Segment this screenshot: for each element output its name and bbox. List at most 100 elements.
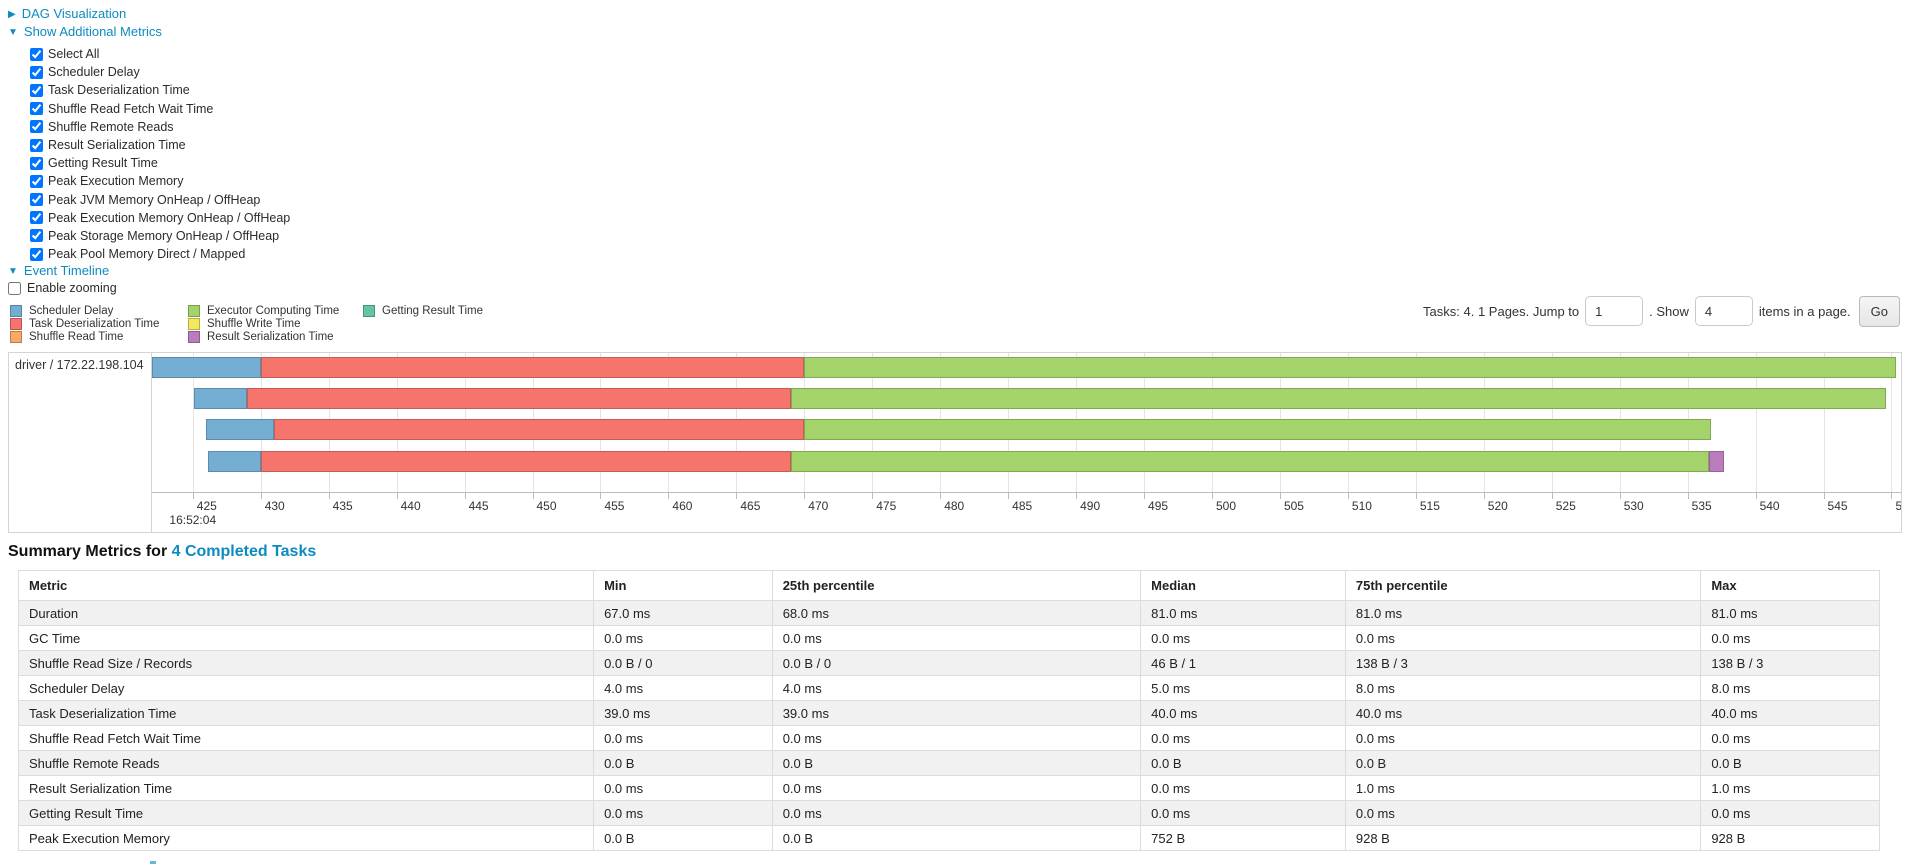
chevron-down-icon: ▼ bbox=[8, 266, 18, 277]
table-cell: 0.0 ms bbox=[1140, 775, 1346, 801]
table-row: Duration 67.0 ms 68.0 ms 81.0 ms 81.0 ms 81.0… bbox=[17, 600, 1880, 626]
axis-time-label: 16:52:04 bbox=[169, 513, 217, 527]
axis-tick bbox=[1687, 493, 1689, 499]
table-cell: 0.0 B bbox=[1700, 750, 1880, 776]
task-bar-segment-task-deserialization[interactable] bbox=[260, 357, 805, 378]
chevron-right-icon: ▶ bbox=[8, 9, 16, 20]
timeline-plot-area bbox=[152, 353, 1901, 492]
axis-tick bbox=[260, 493, 262, 499]
table-cell: 39.0 ms bbox=[771, 700, 1142, 726]
axis-tick-label: 445 bbox=[468, 499, 489, 513]
task-bar-segment-task-deserialization[interactable] bbox=[247, 388, 791, 409]
metric-checkbox-item: Peak Storage Memory OnHeap / OffHeap bbox=[30, 227, 290, 245]
event-timeline-toggle[interactable]: ▼ Event Timeline bbox=[8, 263, 109, 278]
metric-checkbox[interactable] bbox=[30, 247, 43, 261]
dag-visualization-toggle[interactable]: ▶ DAG Visualization bbox=[8, 6, 126, 21]
go-button[interactable]: Go bbox=[1858, 295, 1900, 327]
table-cell: Task Deserialization Time bbox=[17, 700, 595, 726]
enable-zooming-checkbox[interactable] bbox=[8, 281, 21, 295]
task-bar-segment-executor-computing[interactable] bbox=[804, 419, 1711, 440]
table-cell: 928 B bbox=[1344, 825, 1702, 851]
axis-tick-label: 500 bbox=[1216, 499, 1237, 513]
table-row: Shuffle Read Size / Records 0.0 B / 0 0.0 … bbox=[17, 650, 1880, 676]
metric-checkbox-label: Peak Execution Memory bbox=[48, 174, 184, 189]
additional-metrics-checkbox-list: Select All Scheduler Delay Task Deserializ… bbox=[30, 45, 290, 263]
summary-metrics-title: Summary Metrics for 4 Completed Tasks bbox=[8, 543, 316, 561]
task-bar-segment-executor-computing[interactable] bbox=[790, 388, 1887, 409]
axis-tick-label: 490 bbox=[1080, 499, 1101, 513]
metric-checkbox[interactable] bbox=[30, 229, 43, 243]
completed-tasks-link[interactable]: 4 Completed Tasks bbox=[171, 543, 317, 560]
metric-checkbox[interactable] bbox=[30, 138, 43, 152]
jump-to-page-input[interactable] bbox=[1585, 296, 1644, 326]
table-cell: Shuffle Remote Reads bbox=[17, 750, 595, 776]
axis-tick-label: 530 bbox=[1623, 499, 1644, 513]
table-cell: 4.0 ms bbox=[771, 675, 1142, 701]
table-cell: 928 B bbox=[1700, 825, 1880, 851]
axis-tick-label: 525 bbox=[1555, 499, 1576, 513]
table-header-cell: 25th percentile bbox=[771, 570, 1142, 601]
axis-tick-label: 505 bbox=[1283, 499, 1304, 513]
table-cell: 0.0 ms bbox=[593, 775, 773, 801]
legend-item: Result Serialization Time bbox=[188, 331, 363, 344]
metric-checkbox[interactable] bbox=[30, 193, 43, 207]
axis-tick bbox=[1619, 493, 1621, 499]
task-bar-segment-executor-computing[interactable] bbox=[804, 357, 1896, 378]
axis-tick-label: 455 bbox=[604, 499, 625, 513]
axis-tick bbox=[1212, 493, 1213, 499]
table-cell: 0.0 ms bbox=[1140, 725, 1346, 751]
show-additional-metrics-toggle[interactable]: ▼ Show Additional Metrics bbox=[8, 24, 162, 39]
axis-tick bbox=[1279, 493, 1281, 499]
metric-checkbox[interactable] bbox=[30, 211, 43, 225]
enable-zooming-row: Enable zooming bbox=[8, 281, 117, 295]
metric-checkbox[interactable] bbox=[30, 120, 43, 134]
items-per-page-input[interactable] bbox=[1694, 296, 1753, 326]
metric-checkbox[interactable] bbox=[30, 65, 43, 79]
table-cell: Getting Result Time bbox=[17, 800, 595, 826]
metric-checkbox-label: Getting Result Time bbox=[48, 156, 158, 171]
table-cell: 0.0 ms bbox=[1344, 625, 1702, 651]
metric-checkbox[interactable] bbox=[30, 102, 43, 116]
task-bar-segment-scheduler-delay[interactable] bbox=[206, 419, 275, 440]
axis-tick-label: 450 bbox=[536, 499, 557, 513]
axis-tick-label: 435 bbox=[332, 499, 353, 513]
tasks-count-text: Tasks: 4. 1 Pages. Jump to bbox=[1423, 303, 1580, 319]
task-bar-segment-result-serialization[interactable] bbox=[1709, 451, 1725, 472]
table-cell: 46 B / 1 bbox=[1140, 650, 1346, 676]
task-bar-segment-executor-computing[interactable] bbox=[790, 451, 1710, 472]
axis-tick-label: 540 bbox=[1759, 499, 1780, 513]
metric-checkbox-label: Scheduler Delay bbox=[48, 65, 140, 80]
axis-tick-label: 470 bbox=[808, 499, 829, 513]
metric-checkbox-label: Result Serialization Time bbox=[48, 138, 186, 153]
metric-checkbox-item: Shuffle Remote Reads bbox=[30, 118, 290, 136]
task-bar-segment-task-deserialization[interactable] bbox=[274, 419, 805, 440]
task-bar-segment-task-deserialization[interactable] bbox=[260, 451, 791, 472]
legend-label: Task Deserialization Time bbox=[29, 318, 160, 331]
gridline bbox=[1823, 353, 1825, 492]
task-pagination: Tasks: 4. 1 Pages. Jump to . Show items … bbox=[1423, 294, 1900, 328]
dag-visualization-label: DAG Visualization bbox=[21, 6, 127, 21]
legend-item: Task Deserialization Time bbox=[10, 317, 188, 331]
timeline-plot: 425 16:52:04 430 435 440 445 450 455 460 465 470 47… bbox=[152, 353, 1901, 532]
task-bar-segment-scheduler-delay[interactable] bbox=[207, 451, 261, 472]
metric-checkbox[interactable] bbox=[30, 83, 43, 97]
task-bar-segment-scheduler-delay[interactable] bbox=[152, 357, 261, 378]
metric-checkbox[interactable] bbox=[30, 174, 43, 188]
legend-swatch-icon bbox=[10, 304, 22, 317]
task-bar-segment-scheduler-delay[interactable] bbox=[194, 388, 248, 409]
axis-tick bbox=[1347, 493, 1349, 499]
table-cell: 0.0 B bbox=[1140, 750, 1346, 776]
legend-label: Shuffle Read Time bbox=[29, 331, 124, 344]
axis-tick bbox=[668, 493, 670, 499]
metric-checkbox[interactable] bbox=[30, 47, 43, 61]
legend-swatch-icon bbox=[188, 331, 200, 344]
table-cell: 40.0 ms bbox=[1700, 700, 1880, 726]
axis-tick-label: 515 bbox=[1419, 499, 1440, 513]
axis-tick-label: 425 bbox=[196, 499, 217, 513]
axis-tick-label: 465 bbox=[740, 499, 761, 513]
summary-metrics-table: Metric Min 25th percentile Median 75th perce… bbox=[17, 570, 1880, 851]
table-row: GC Time 0.0 ms 0.0 ms 0.0 ms 0.0 ms 0.0 ms bbox=[17, 625, 1880, 651]
metric-checkbox[interactable] bbox=[30, 156, 43, 170]
legend-label: Result Serialization Time bbox=[207, 331, 334, 344]
axis-tick bbox=[804, 493, 806, 499]
